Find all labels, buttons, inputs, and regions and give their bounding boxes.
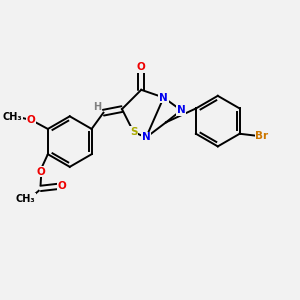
Text: N: N (142, 133, 150, 142)
Text: Br: Br (256, 131, 268, 141)
Text: O: O (37, 167, 46, 176)
Text: CH₃: CH₃ (16, 194, 35, 204)
Text: CH₃: CH₃ (3, 112, 22, 122)
Text: N: N (177, 105, 186, 115)
Text: O: O (27, 115, 35, 125)
Text: S: S (130, 127, 137, 137)
Text: H: H (93, 102, 101, 112)
Text: O: O (57, 182, 66, 191)
Text: N: N (159, 92, 168, 103)
Text: O: O (137, 62, 146, 72)
